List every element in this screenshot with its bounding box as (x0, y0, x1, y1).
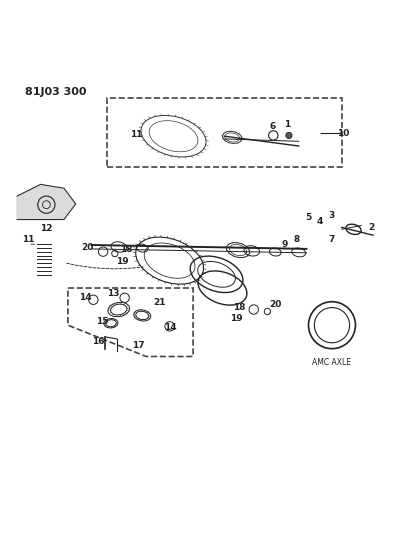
Text: 21: 21 (154, 298, 166, 307)
Text: 9: 9 (282, 240, 288, 249)
Text: 20: 20 (81, 243, 94, 252)
Text: 8: 8 (294, 235, 300, 244)
Text: 14: 14 (79, 293, 92, 302)
Text: 13: 13 (107, 289, 119, 298)
Text: 11: 11 (130, 130, 143, 139)
Text: 5: 5 (305, 213, 312, 222)
Text: 12: 12 (40, 224, 53, 233)
Text: 19: 19 (230, 313, 242, 322)
Text: 4: 4 (317, 217, 323, 226)
Text: 19: 19 (116, 257, 129, 266)
Circle shape (286, 132, 292, 139)
Text: 7: 7 (329, 235, 335, 244)
Polygon shape (17, 184, 76, 220)
Text: 14: 14 (164, 322, 177, 332)
Text: 15: 15 (96, 317, 109, 326)
Text: AMC AXLE: AMC AXLE (312, 358, 351, 367)
Text: 20: 20 (269, 300, 281, 309)
Text: 18: 18 (233, 303, 245, 312)
Text: 18: 18 (120, 245, 133, 254)
Text: 11: 11 (22, 236, 34, 245)
Text: 16: 16 (92, 337, 104, 346)
Text: 1: 1 (284, 120, 290, 130)
Text: 3: 3 (329, 211, 335, 220)
Text: 2: 2 (368, 223, 374, 232)
Text: 81J03 300: 81J03 300 (25, 86, 86, 96)
Text: 10: 10 (338, 129, 350, 138)
Text: 17: 17 (132, 341, 145, 350)
Text: 6: 6 (269, 122, 276, 131)
